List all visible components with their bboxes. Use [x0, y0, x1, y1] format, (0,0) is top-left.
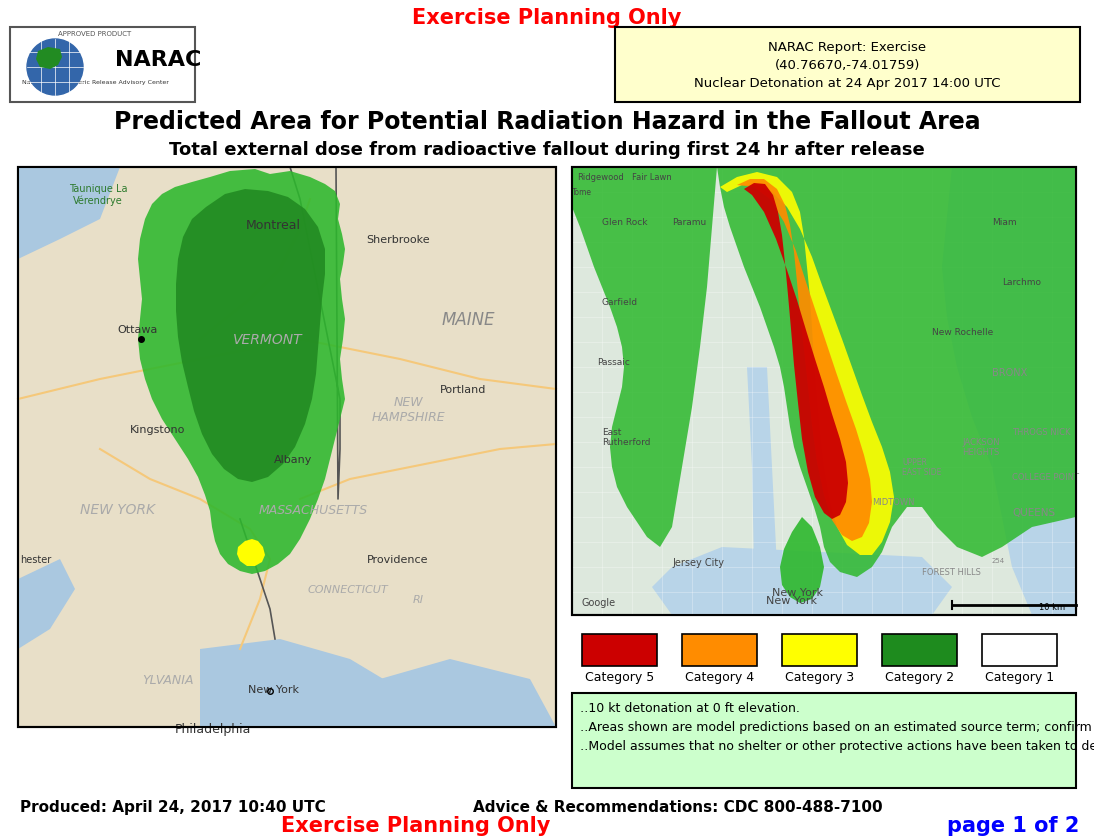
Polygon shape: [237, 539, 265, 566]
Text: MIDTOWN: MIDTOWN: [872, 497, 915, 507]
Bar: [582, 635, 657, 666]
Polygon shape: [176, 190, 325, 482]
Text: Kingstono: Kingstono: [130, 425, 186, 435]
Text: Ridgewood: Ridgewood: [577, 173, 624, 181]
Text: JACKSON
HEIGHTS: JACKSON HEIGHTS: [962, 437, 1000, 456]
Polygon shape: [18, 559, 75, 650]
Text: VERMONT: VERMONT: [233, 333, 303, 347]
Text: Miam: Miam: [992, 217, 1016, 227]
Text: NARAC: NARAC: [115, 50, 201, 70]
Text: page 1 of 2: page 1 of 2: [946, 815, 1079, 835]
Text: MAINE: MAINE: [441, 311, 494, 329]
Text: Ottawa: Ottawa: [118, 324, 159, 334]
Text: Advice & Recommendations: CDC 800-488-7100: Advice & Recommendations: CDC 800-488-71…: [474, 799, 883, 814]
Text: East
Rutherford: East Rutherford: [602, 427, 651, 447]
Text: FOREST HILLS: FOREST HILLS: [922, 568, 981, 576]
Polygon shape: [36, 48, 62, 70]
Polygon shape: [780, 517, 824, 604]
Bar: [572, 168, 1076, 615]
Text: BRONX: BRONX: [992, 368, 1027, 378]
Text: APPROVED PRODUCT: APPROVED PRODUCT: [58, 31, 131, 37]
Text: THROGS NICK: THROGS NICK: [1012, 427, 1071, 436]
Text: Jersey City: Jersey City: [672, 558, 724, 568]
Bar: [982, 635, 1057, 666]
Text: Sherbrooke: Sherbrooke: [366, 235, 430, 245]
Text: ‥10 kt detonation at 0 ft elevation.
‥Areas shown are model predictions based on: ‥10 kt detonation at 0 ft elevation. ‥Ar…: [580, 701, 1094, 752]
Bar: [572, 168, 1076, 615]
Text: Portland: Portland: [440, 385, 486, 395]
Text: Google: Google: [582, 597, 616, 607]
Text: Category 2: Category 2: [885, 670, 954, 683]
Text: UPPER
EAST SIDE: UPPER EAST SIDE: [901, 457, 941, 477]
Text: 10 km: 10 km: [1039, 602, 1066, 611]
Text: Montreal: Montreal: [245, 218, 301, 232]
Text: Glen Rock: Glen Rock: [602, 217, 648, 227]
Text: New York: New York: [247, 684, 299, 694]
Text: National Atmospheric Release Advisory Center: National Atmospheric Release Advisory Ce…: [22, 79, 168, 84]
Text: hester: hester: [21, 554, 51, 564]
Bar: [682, 635, 757, 666]
Text: Predicted Area for Potential Radiation Hazard in the Fallout Area: Predicted Area for Potential Radiation H…: [114, 110, 980, 134]
Bar: [10, 28, 195, 103]
Text: Category 4: Category 4: [685, 670, 754, 683]
Text: Exercise Planning Only: Exercise Planning Only: [281, 815, 550, 835]
Bar: [782, 635, 857, 666]
Text: 254: 254: [992, 558, 1005, 563]
Text: Providence: Providence: [368, 554, 429, 564]
Text: Larchmo: Larchmo: [1002, 278, 1041, 287]
Text: QUEENS: QUEENS: [1012, 507, 1055, 517]
Text: COLLEGE POINT: COLLEGE POINT: [1012, 472, 1079, 482]
Text: YLVANIA: YLVANIA: [142, 673, 194, 686]
Text: Tome: Tome: [572, 188, 592, 196]
Polygon shape: [18, 168, 120, 260]
Text: MASSACHUSETTS: MASSACHUSETTS: [258, 503, 368, 516]
Polygon shape: [652, 548, 952, 615]
Bar: [615, 28, 1080, 103]
Polygon shape: [380, 660, 556, 727]
Text: Category 3: Category 3: [784, 670, 854, 683]
Text: Category 1: Category 1: [985, 670, 1054, 683]
Polygon shape: [572, 168, 1076, 578]
Polygon shape: [737, 180, 872, 542]
Text: New York: New York: [772, 588, 823, 597]
Text: NEW YORK: NEW YORK: [81, 502, 155, 517]
Polygon shape: [200, 640, 420, 727]
Polygon shape: [572, 168, 717, 548]
Text: New York: New York: [767, 595, 817, 605]
Bar: [18, 168, 556, 727]
Text: Taunique La
Vérendrye: Taunique La Vérendrye: [69, 184, 127, 206]
Text: Paramu: Paramu: [672, 217, 707, 227]
Text: New Rochelle: New Rochelle: [932, 328, 993, 337]
Text: Albany: Albany: [274, 455, 312, 465]
Text: Philadelphia: Philadelphia: [175, 722, 252, 736]
Bar: [18, 168, 556, 727]
Text: Total external dose from radioactive fallout during first 24 hr after release: Total external dose from radioactive fal…: [170, 140, 924, 159]
Text: Passaic: Passaic: [597, 358, 630, 366]
Bar: [572, 693, 1076, 788]
Text: Produced: April 24, 2017 10:40 UTC: Produced: April 24, 2017 10:40 UTC: [20, 799, 326, 814]
Text: CONNECTICUT: CONNECTICUT: [307, 584, 388, 594]
Polygon shape: [720, 173, 894, 555]
Text: RI: RI: [412, 594, 423, 604]
Text: NARAC Report: Exercise
(40.76670,-74.01759)
Nuclear Detonation at 24 Apr 2017 14: NARAC Report: Exercise (40.76670,-74.017…: [695, 41, 1001, 90]
Polygon shape: [942, 168, 1076, 615]
Circle shape: [27, 40, 83, 96]
Text: Category 5: Category 5: [585, 670, 654, 683]
Text: Garfield: Garfield: [602, 298, 638, 307]
Polygon shape: [744, 184, 848, 519]
Bar: [882, 635, 957, 666]
Polygon shape: [747, 368, 777, 615]
Text: NEW
HAMPSHIRE: NEW HAMPSHIRE: [371, 395, 445, 424]
Text: Exercise Planning Only: Exercise Planning Only: [412, 8, 682, 28]
Polygon shape: [138, 170, 345, 574]
Text: Fair Lawn: Fair Lawn: [632, 173, 672, 181]
